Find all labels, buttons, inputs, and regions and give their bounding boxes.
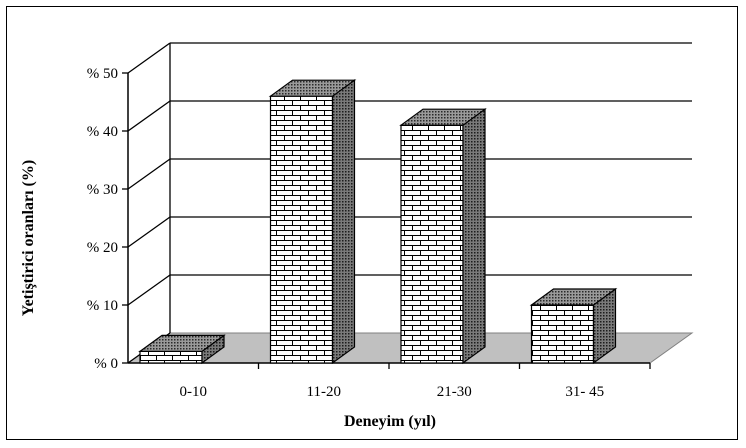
x-axis-title: Deneyim (yıl) (344, 413, 436, 430)
bar-top (529, 288, 618, 306)
bar-side (331, 79, 356, 365)
bar-top (399, 108, 487, 126)
x-tick-label: 31- 45 (565, 384, 604, 400)
depth-line (127, 42, 171, 74)
depth-line (127, 274, 171, 306)
y-tick-label: % 40 (87, 124, 118, 140)
y-tick-label: % 50 (87, 66, 118, 82)
depth-line (127, 158, 171, 190)
depth-line (127, 100, 171, 132)
bar (268, 79, 357, 365)
y-tick-label: % 10 (87, 298, 118, 314)
y-tick-label: % 0 (94, 356, 118, 372)
bar (138, 334, 226, 365)
bar-top (138, 334, 226, 352)
depth-line (127, 216, 171, 248)
x-tick-label: 0-10 (180, 384, 208, 400)
bar-front (139, 350, 203, 364)
x-tick-label: 21-30 (437, 384, 472, 400)
bar (529, 287, 618, 365)
bar-front (400, 124, 464, 364)
y-axis-title: Yetiştirici oranları (%) (20, 160, 37, 316)
y-tick-label: % 20 (87, 240, 118, 256)
y-tick-label: % 30 (87, 182, 118, 198)
bar (399, 108, 487, 365)
bar-front (269, 95, 334, 364)
bar-front (530, 304, 595, 364)
bar-side (462, 108, 486, 365)
bar-top (268, 79, 357, 97)
x-tick-label: 11-20 (307, 384, 341, 400)
